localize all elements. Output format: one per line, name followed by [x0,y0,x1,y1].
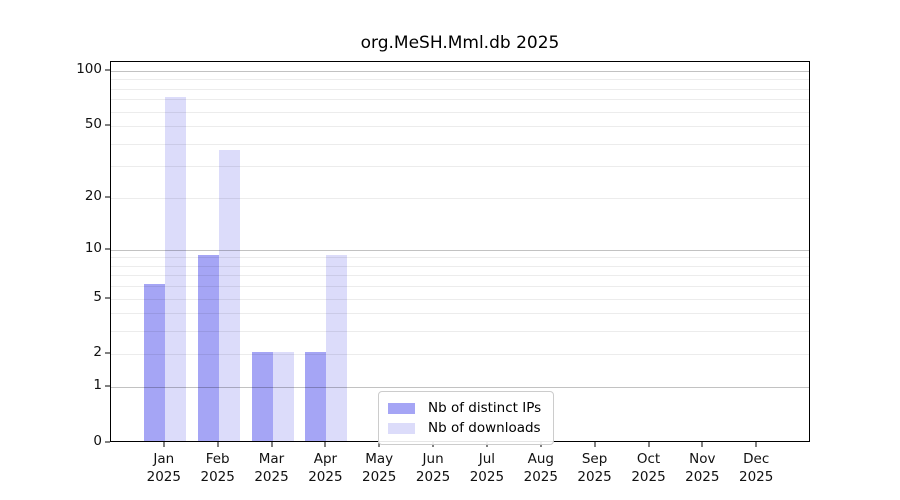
x-tick-label-year: 2025 [200,469,235,486]
x-tick-label-year: 2025 [362,469,397,486]
x-tick-mark [324,442,326,447]
gridline-minor [111,354,809,356]
gridline-minor [111,313,809,315]
gridline-minor [111,88,809,90]
bar-apr-downloads [326,255,348,441]
y-tick-label: 100 [76,61,102,77]
x-tick-label: Oct 2025 [631,450,665,486]
x-tick-label-month: Mar [258,451,285,467]
bar-feb-distinct-ips [197,255,219,441]
plot-area [110,61,810,442]
x-tick-label: May 2025 [362,450,396,486]
x-tick-label-year: 2025 [577,469,612,486]
bar-mar-downloads [272,352,294,441]
x-tick-label: Feb 2025 [201,450,235,486]
y-tick-mark [105,69,110,71]
y-tick-mark [105,196,110,198]
x-tick-label-year: 2025 [739,469,774,486]
y-tick-label: 50 [84,116,102,133]
x-tick-label: Mar 2025 [254,450,288,486]
x-tick-label-month: Sep [581,451,608,467]
x-tick-mark [755,442,757,447]
x-tick-label: Jun 2025 [416,450,450,486]
y-tick-label: 1 [93,377,102,394]
gridline-major [111,249,809,251]
y-tick-mark [105,124,110,126]
y-tick-label: 0 [93,433,102,449]
x-tick-label-year: 2025 [631,469,666,486]
x-tick-label-year: 2025 [146,469,181,486]
gridline-major [111,387,809,389]
x-tick-label: Aug 2025 [524,450,558,486]
gridline-minor [111,79,809,81]
y-tick-mark [105,441,110,443]
legend-swatch-distinct-ips-icon [388,402,415,414]
y-tick-label: 5 [93,288,102,305]
gridline-minor [111,257,809,259]
x-tick-label: Jul 2025 [470,450,504,486]
x-tick-label: Apr 2025 [308,450,342,486]
legend-label-downloads: Nb of downloads [428,420,541,436]
y-tick-mark [105,385,110,387]
gridline-minor [111,143,809,145]
x-tick-mark [594,442,596,447]
x-tick-label-month: Jun [422,451,444,467]
x-tick-label-year: 2025 [469,469,505,486]
x-tick-label-month: Oct [636,451,661,467]
y-tick-mark [105,248,110,250]
x-tick-label: Nov 2025 [685,450,719,486]
x-tick-label-year: 2025 [523,469,558,486]
gridline-minor [111,166,809,168]
bar-feb-downloads [218,149,240,441]
legend-row-distinct-ips: Nb of distinct IPs [388,398,541,418]
legend-row-downloads: Nb of downloads [388,418,541,438]
y-tick-label: 10 [84,239,102,256]
x-tick-label-year: 2025 [254,469,289,486]
chart-title: org.MeSH.Mml.db 2025 [360,33,560,53]
gridline-minor [111,298,809,300]
x-tick-label-month: May [365,451,394,467]
y-tick-mark [105,352,110,354]
x-tick-label-year: 2025 [308,469,343,486]
y-tick-label: 2 [93,344,102,361]
x-tick-label: Sep 2025 [577,450,611,486]
x-tick-label-year: 2025 [685,469,720,486]
x-tick-label-month: Jan [153,451,175,467]
gridline-minor [111,331,809,333]
x-tick-label-month: Dec [743,451,770,467]
x-tick-mark [163,442,165,447]
x-tick-mark [701,442,703,447]
x-tick-label-month: Nov [689,451,716,467]
legend-label-distinct-ips: Nb of distinct IPs [428,400,542,416]
bar-jan-distinct-ips [143,284,165,441]
gridline-minor [111,275,809,277]
gridline-major [111,71,809,72]
x-tick-mark [648,442,649,447]
gridline-minor [111,111,809,113]
gridline-minor [111,99,809,101]
gridline-minor [111,126,809,128]
x-tick-label-month: Feb [205,451,230,467]
legend: Nb of distinct IPs Nb of downloads [378,391,555,445]
gridline-minor [111,286,809,288]
bar-apr-distinct-ips [305,352,327,441]
legend-swatch-downloads-icon [388,422,415,434]
x-tick-label-month: Apr [313,451,338,467]
x-tick-label-month: Jul [478,451,496,467]
x-tick-mark [271,442,272,447]
x-tick-label-month: Aug [527,451,554,467]
y-tick-mark [105,297,110,299]
x-tick-label: Dec 2025 [739,450,773,486]
x-tick-mark [217,442,219,447]
y-tick-label: 20 [84,187,102,204]
gridline-minor [111,265,809,267]
x-tick-label: Jan 2025 [147,450,181,486]
gridline-minor [111,197,809,199]
bar-mar-distinct-ips [251,352,273,441]
x-tick-label-year: 2025 [415,469,451,486]
bar-jan-downloads [164,97,186,441]
